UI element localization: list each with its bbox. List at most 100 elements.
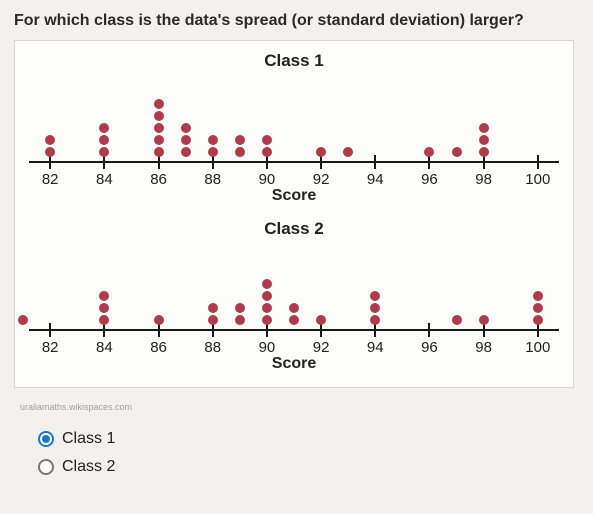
data-dot [343,147,353,157]
data-dot [262,315,272,325]
axis-tick-label: 94 [367,171,384,188]
data-dot [154,99,164,109]
axis-tick [320,155,322,169]
data-dot [18,315,28,325]
axis-tick-label: 100 [525,171,550,188]
axis-tick [266,155,268,169]
axis-tick-label: 92 [313,171,330,188]
axis-tick [266,323,268,337]
axis-tick-label: 88 [204,339,221,356]
data-dot [99,315,109,325]
chart-1-title: Class 2 [29,219,559,239]
data-dot [452,147,462,157]
axis-tick [103,155,105,169]
axis-tick [428,323,430,337]
axis-tick [428,155,430,169]
chart-0: Class 1 828486889092949698100 Score [29,51,559,205]
option-label: Class 2 [62,458,115,476]
data-dot [154,111,164,121]
data-dot [370,303,380,313]
axis-tick-label: 84 [96,339,113,356]
axis-tick-label: 82 [42,171,59,188]
data-dot [154,315,164,325]
data-dot [262,135,272,145]
data-dot [235,303,245,313]
axis-tick [374,155,376,169]
data-dot [262,279,272,289]
axis-tick-label: 96 [421,339,438,356]
chart-1: Class 2 82 84 86 88 90 92 94 96 98 100 Score [29,219,559,373]
data-dot [262,147,272,157]
data-dot [181,135,191,145]
data-dot [208,315,218,325]
axis-line [29,161,559,163]
axis-tick [49,323,51,337]
data-dot [99,303,109,313]
axis-tick-label: 86 [150,171,167,188]
spacer [29,205,559,219]
option-class-1[interactable]: Class 1 [38,430,579,448]
data-dot [533,315,543,325]
data-dot [533,303,543,313]
data-dot [154,123,164,133]
axis-tick [158,155,160,169]
data-dot [99,135,109,145]
answer-options: Class 1 Class 2 [38,430,579,476]
data-dot [235,147,245,157]
data-dot [424,147,434,157]
data-dot [235,315,245,325]
axis-line [29,329,559,331]
data-dot [45,135,55,145]
axis-tick [483,323,485,337]
radio-icon [38,431,54,447]
data-dot [208,135,218,145]
axis-tick [158,323,160,337]
chart-0-xlabel: Score [29,187,559,205]
axis-tick [49,155,51,169]
axis-tick [537,323,539,337]
data-dot [208,303,218,313]
option-label: Class 1 [62,430,115,448]
data-dot [479,315,489,325]
data-dot [289,303,299,313]
data-dot [316,315,326,325]
data-dot [208,147,218,157]
axis-tick [212,155,214,169]
option-class-2[interactable]: Class 2 [38,458,579,476]
axis-tick-label: 86 [150,339,167,356]
data-dot [452,315,462,325]
chart-1-xlabel: Score [29,355,559,373]
axis-tick-label: 94 [367,339,384,356]
axis-tick-label: 84 [96,171,113,188]
axis-tick-label: 96 [421,171,438,188]
axis-tick-label: 82 [42,339,59,356]
data-dot [533,291,543,301]
data-dot [479,147,489,157]
footnote: uraliamaths.wikispaces.com [20,402,579,412]
data-dot [479,135,489,145]
axis-tick-label: 92 [313,339,330,356]
chart-0-title: Class 1 [29,51,559,71]
axis-tick [103,323,105,337]
axis-tick [537,155,539,169]
data-dot [316,147,326,157]
axis-tick [483,155,485,169]
axis-tick [320,323,322,337]
plot-1: 82 84 86 88 90 92 94 96 98 100 [29,243,559,353]
data-dot [370,291,380,301]
axis-tick [212,323,214,337]
data-dot [99,147,109,157]
data-dot [45,147,55,157]
data-dot [99,291,109,301]
plot-0: 828486889092949698100 [29,75,559,185]
data-dot [262,303,272,313]
data-dot [289,315,299,325]
data-dot [262,291,272,301]
data-dot [181,123,191,133]
question-text: For which class is the data's spread (or… [14,12,579,30]
data-dot [181,147,191,157]
data-dot [235,135,245,145]
axis-tick-label: 90 [259,339,276,356]
axis-tick-label: 100 [525,339,550,356]
axis-tick-label: 98 [475,339,492,356]
